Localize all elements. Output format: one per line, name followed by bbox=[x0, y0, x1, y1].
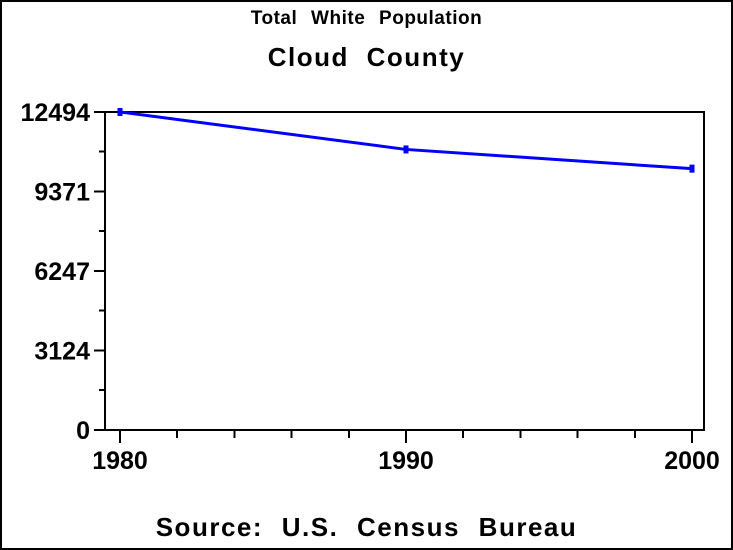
data-point-marker bbox=[689, 164, 695, 173]
y-axis-tick-label: 0 bbox=[76, 417, 90, 445]
y-axis-tick-label: 12494 bbox=[20, 99, 90, 127]
x-axis-tick-label: 1990 bbox=[378, 447, 434, 475]
data-point-marker bbox=[403, 145, 409, 154]
x-axis-tick-label: 1980 bbox=[92, 447, 148, 475]
data-line bbox=[119, 110, 693, 171]
plot-frame bbox=[104, 111, 705, 431]
y-axis-tick-label: 3124 bbox=[34, 337, 90, 365]
data-point-marker bbox=[117, 108, 123, 116]
source-note: Source: U.S. Census Bureau bbox=[155, 512, 578, 542]
y-axis-tick-label: 6247 bbox=[34, 258, 90, 286]
y-axis-tick-label: 9371 bbox=[34, 178, 90, 206]
chart-subtitle: Cloud County bbox=[267, 42, 466, 72]
chart-title: Total White Population bbox=[250, 8, 483, 29]
x-axis-tick-label: 2000 bbox=[664, 447, 720, 475]
